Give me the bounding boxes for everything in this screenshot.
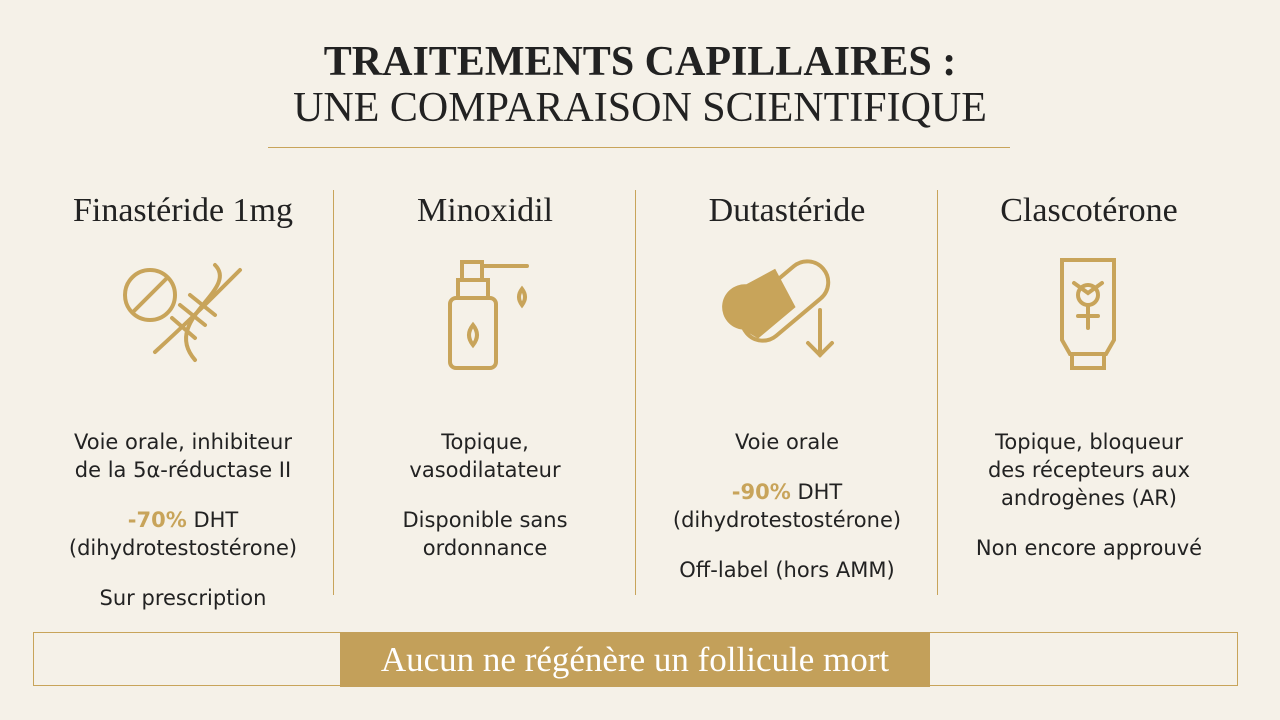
stat-line: -70% DHT — [32, 506, 334, 534]
stat: -90% DHT (dihydrotestostérone) — [636, 478, 938, 534]
divider — [635, 190, 636, 595]
stat-text: DHT — [797, 480, 843, 504]
stat-line: -90% DHT — [636, 478, 938, 506]
column-name: Minoxidil — [416, 192, 554, 229]
note: Non encore approuvé — [938, 534, 1240, 562]
column-name: Dutastéride — [708, 192, 866, 229]
stat: -70% DHT (dihydrotestostérone) — [32, 506, 334, 562]
footer-text: Aucun ne régénère un follicule mort — [340, 632, 930, 687]
column-text: Voie orale, inhibiteur de la 5α-réductase… — [32, 428, 334, 612]
text-line: ordonnance — [422, 536, 548, 560]
description: Topique, bloqueur des récepteurs aux andro… — [938, 428, 1240, 512]
stat-highlight: -70% — [127, 508, 187, 532]
text-line: Topique, — [441, 430, 529, 454]
title: TRAITEMENTS CAPILLAIRES : — [323, 39, 957, 85]
text-line: Non encore approuvé — [975, 536, 1203, 560]
text-line: Sur prescription — [99, 586, 267, 610]
column-text: Topique, vasodilatateur Disponible sans ord… — [334, 428, 636, 562]
subtitle: UNE COMPARAISON SCIENTIFIQUE — [293, 85, 987, 131]
text-line: Topique, bloqueur — [995, 430, 1183, 454]
stat-text: DHT — [193, 508, 239, 532]
note: Disponible sans ordonnance — [334, 506, 636, 562]
note: Sur prescription — [32, 584, 334, 612]
description: Voie orale — [636, 428, 938, 456]
icon-space — [334, 250, 636, 416]
stat-line: (dihydrotestostérone) — [672, 508, 902, 532]
divider — [937, 190, 938, 595]
description: Topique, vasodilatateur — [334, 428, 636, 484]
column: Clascotérone Topique, bloqueur des récepte… — [938, 188, 1240, 584]
text-line: Off-label (hors AMM) — [679, 558, 895, 582]
column-name: Clascotérone — [1000, 192, 1178, 229]
stat-line: (dihydrotestostérone) — [68, 536, 298, 560]
column-text: Topique, bloqueur des récepteurs aux andro… — [938, 428, 1240, 562]
column-text: Voie orale -90% DHT (dihydrotestostérone) O… — [636, 428, 938, 584]
description: Voie orale, inhibiteur de la 5α-réductase… — [32, 428, 334, 484]
text-line: des récepteurs aux — [987, 458, 1191, 482]
column: Minoxidil Topique, vasodilatateur Disponibl… — [334, 188, 636, 584]
text-line: vasodilatateur — [409, 458, 561, 482]
note: Off-label (hors AMM) — [636, 556, 938, 584]
icon-space — [938, 250, 1240, 416]
stat-highlight: -90% — [731, 480, 791, 504]
text-line: de la 5α-réductase II — [74, 458, 292, 482]
icon-space — [636, 250, 938, 416]
column: Finastéride 1mg Voie orale, inhibiteur de … — [32, 188, 334, 634]
icon-space — [32, 250, 334, 416]
text-line: Disponible sans — [402, 508, 568, 532]
column: Dutastéride Voie orale -90% DHT (dihydrotes… — [636, 188, 938, 606]
rule — [268, 147, 1010, 148]
divider — [333, 190, 334, 595]
text-line: Voie orale, inhibiteur — [73, 430, 293, 454]
text-line: Voie orale — [734, 430, 840, 454]
text-line: androgènes (AR) — [1001, 486, 1177, 510]
column-name: Finastéride 1mg — [72, 192, 294, 229]
